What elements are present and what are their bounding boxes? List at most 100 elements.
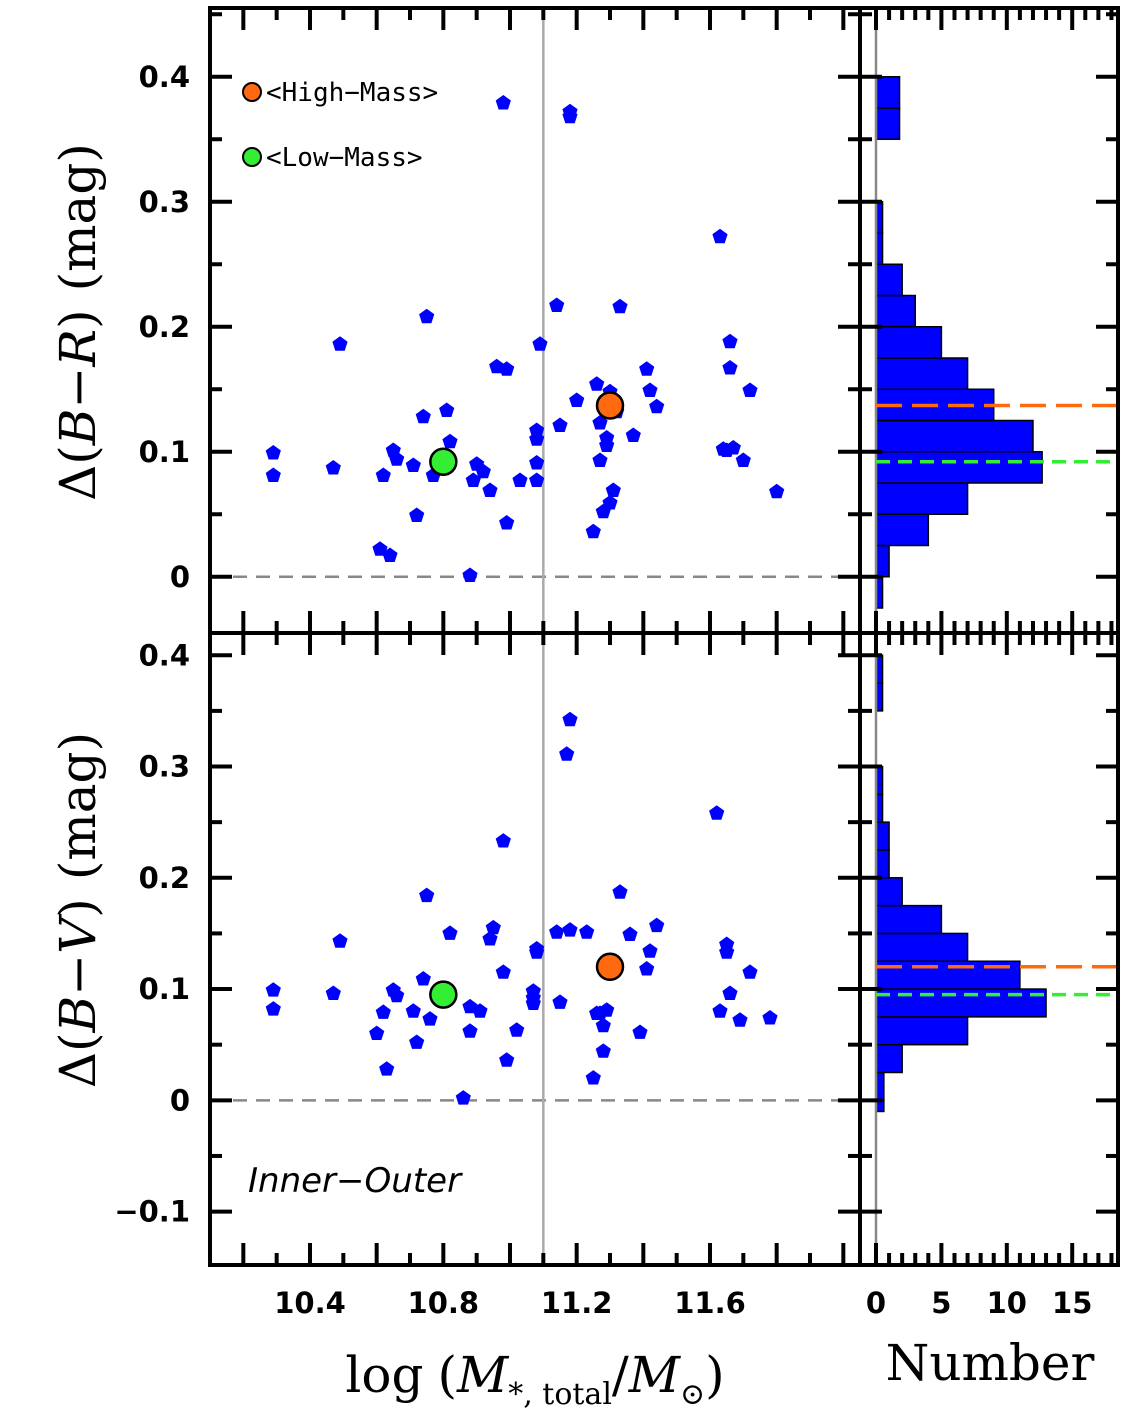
scatter-point bbox=[562, 108, 578, 124]
histogram-bar bbox=[875, 419, 1034, 453]
scatter-point bbox=[549, 924, 565, 939]
histogram-bar bbox=[875, 544, 890, 578]
scatter-point bbox=[602, 495, 618, 510]
scatter-point bbox=[709, 805, 725, 820]
scatter-point bbox=[379, 1061, 395, 1076]
scatter-point bbox=[265, 445, 281, 460]
scatter-point bbox=[735, 452, 751, 467]
scatter-point bbox=[495, 833, 511, 848]
scatter-point bbox=[612, 298, 628, 314]
low-mass-mean-marker bbox=[429, 980, 458, 1009]
hist-x-tick-label: 5 bbox=[931, 1286, 951, 1320]
x-tick-label: 10.8 bbox=[408, 1286, 480, 1320]
histogram-bar bbox=[875, 107, 901, 140]
scatter-point bbox=[482, 482, 498, 497]
y-tick-label: 0.2 bbox=[139, 310, 190, 344]
scatter-point bbox=[649, 398, 665, 414]
scatter-point bbox=[549, 297, 565, 312]
annotation-inner-outer: Inner−Outer bbox=[248, 1161, 463, 1201]
histogram-delta-b-r bbox=[874, 8, 1118, 633]
scatter-point bbox=[369, 1025, 385, 1040]
scatter-point bbox=[265, 982, 281, 997]
scatter-point bbox=[642, 943, 658, 958]
y-tick-label: 0.1 bbox=[139, 435, 190, 469]
panel-delta-b-r bbox=[210, 8, 860, 633]
histogram-bar bbox=[875, 294, 916, 328]
scatter-point bbox=[585, 523, 601, 539]
scatter-point bbox=[442, 433, 458, 449]
scatter-point bbox=[325, 460, 341, 475]
scatter-point bbox=[389, 451, 405, 466]
scatter-point bbox=[712, 228, 728, 244]
scatter-point bbox=[639, 361, 655, 376]
high-mass-mean-marker bbox=[595, 952, 625, 982]
scatter-point bbox=[499, 515, 515, 530]
scatter-point bbox=[265, 1001, 281, 1016]
y-tick-label: 0.2 bbox=[139, 861, 190, 895]
scatter-point bbox=[462, 567, 478, 582]
hist-x-tick-label: 0 bbox=[866, 1286, 886, 1320]
x-tick-label: 11.2 bbox=[541, 1286, 613, 1320]
y-tick-label: 0.1 bbox=[139, 972, 190, 1006]
scatter-point bbox=[529, 472, 545, 487]
scatter-point bbox=[509, 1022, 525, 1037]
scatter-point bbox=[422, 1011, 438, 1026]
scatter-point bbox=[325, 985, 341, 1000]
scatter-point bbox=[529, 455, 545, 470]
y-tick-label: 0 bbox=[170, 560, 190, 594]
scatter-point bbox=[562, 922, 578, 937]
panel-frames bbox=[208, 6, 1120, 1267]
scatter-point bbox=[495, 964, 511, 979]
histogram-bar bbox=[875, 904, 943, 935]
histogram-x-axis-title-number: Number bbox=[886, 1334, 1095, 1392]
scatter-point bbox=[579, 924, 595, 939]
axis-ticks: 0.4 0.3 0.2 0.1 0 0.4 0.3 0.2 0.1 0 −0.1 10.4 10.8 11… bbox=[114, 8, 1118, 1320]
hist-x-tick-label: 15 bbox=[1052, 1286, 1092, 1320]
histogram-bar bbox=[875, 513, 930, 547]
y-tick-label: 0.4 bbox=[139, 638, 190, 672]
y-axis-title-top: Δ(B−R)(mag) bbox=[49, 143, 107, 501]
histogram-bar bbox=[875, 932, 969, 962]
scatter-point bbox=[589, 376, 605, 391]
histogram-bar bbox=[875, 821, 890, 851]
scatter-point bbox=[742, 382, 758, 397]
histogram-bar bbox=[875, 357, 969, 390]
scatter-point bbox=[465, 472, 481, 487]
scatter-point bbox=[419, 887, 435, 903]
scatter-point bbox=[419, 308, 435, 324]
scatter-point bbox=[769, 483, 785, 499]
scatter-point bbox=[472, 1003, 488, 1018]
y-tick-label: 0.3 bbox=[139, 185, 190, 219]
scatter-point bbox=[499, 1052, 515, 1067]
scatter-point bbox=[642, 382, 658, 397]
histogram-bar bbox=[875, 76, 901, 109]
scatter-point bbox=[499, 361, 515, 376]
histogram-bar bbox=[875, 482, 969, 515]
scatter-point bbox=[485, 919, 501, 935]
scatter-point bbox=[405, 1003, 421, 1018]
scatter-point bbox=[552, 994, 568, 1009]
scatter-point bbox=[762, 1010, 778, 1025]
y-axis-title-bottom: Δ(B−V)(mag) bbox=[49, 732, 107, 1088]
scatter-point bbox=[595, 1017, 611, 1033]
scatter-point bbox=[585, 1070, 601, 1085]
scatter-point bbox=[442, 925, 458, 940]
scatter-point bbox=[415, 971, 431, 986]
scatter-point bbox=[612, 884, 628, 899]
histogram-bar bbox=[875, 1043, 903, 1074]
scatter-point bbox=[409, 1034, 425, 1049]
scatter-point bbox=[622, 926, 638, 941]
x-tick-label: 11.6 bbox=[674, 1286, 746, 1320]
scatter-point bbox=[605, 482, 621, 497]
scatter-point bbox=[742, 964, 758, 979]
scatter-point bbox=[722, 360, 738, 375]
legend-low-mass-marker bbox=[242, 147, 262, 167]
scatter-point bbox=[532, 336, 548, 351]
x-axis-title: log (M*, total/M⊙) bbox=[345, 1346, 724, 1412]
scatter-point bbox=[725, 440, 741, 455]
histogram-bar bbox=[875, 877, 903, 907]
scatter-point bbox=[529, 941, 545, 956]
scatter-point bbox=[482, 931, 498, 946]
legend-high-mass-label: <High−Mass> bbox=[266, 78, 438, 108]
histogram-delta-b-v bbox=[874, 633, 1118, 1265]
